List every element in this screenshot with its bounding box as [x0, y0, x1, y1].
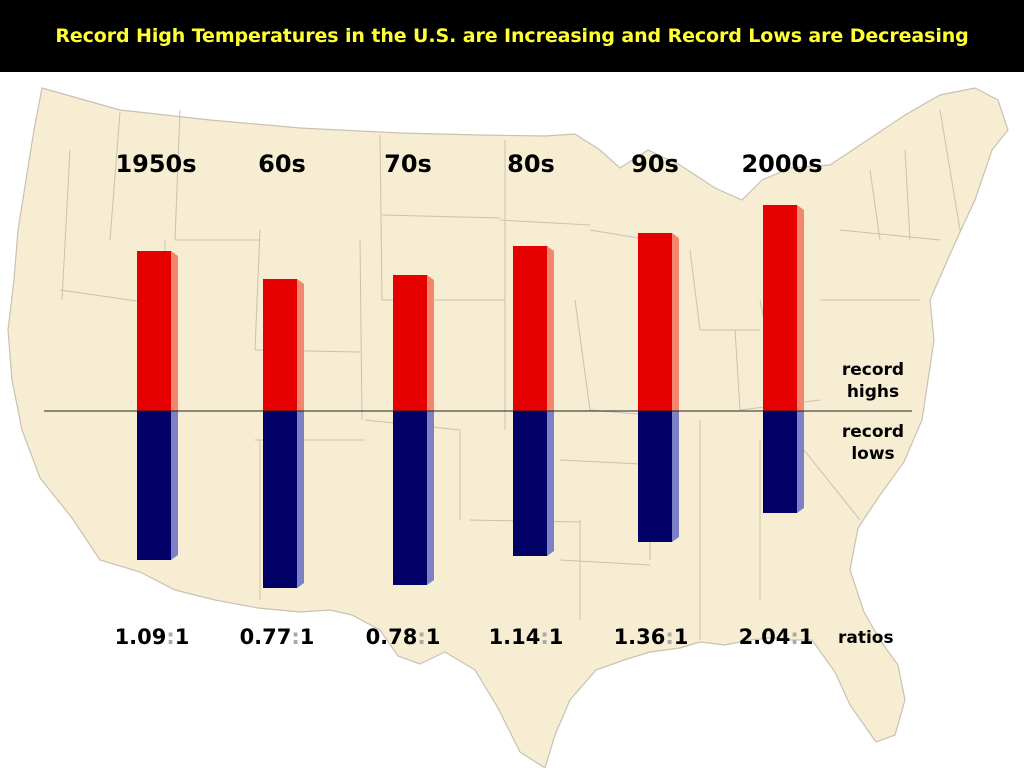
decade-label: 70s [384, 150, 432, 178]
ratio-label: 1.14:1 [489, 625, 564, 649]
highs-label-line1: record [842, 360, 904, 380]
record-low-bar-front [393, 411, 427, 585]
decade-label: 1950s [115, 150, 196, 178]
record-high-bar-front [513, 246, 547, 411]
state-border [904, 149, 911, 241]
record-high-bar-front [638, 233, 672, 411]
record-low-bar [393, 411, 434, 585]
decade-labels: 1950s 60s 70s 80s 90s 2000s [115, 150, 822, 178]
record-low-bar-front [263, 411, 297, 588]
state-border [359, 239, 363, 421]
state-border [689, 249, 701, 331]
state-border [939, 109, 961, 231]
record-low-bar-side [427, 411, 434, 585]
record-low-bar [513, 411, 554, 556]
record-high-bar-side [427, 275, 434, 411]
record-high-bar [638, 233, 679, 411]
record-high-bar [263, 279, 304, 411]
record-low-bar [263, 411, 304, 588]
record-high-bar [393, 275, 434, 411]
record-high-bar [763, 205, 804, 411]
us-map-outline [7, 87, 1009, 768]
state-border [734, 329, 741, 411]
ratios-label: ratios [838, 628, 894, 648]
bars [137, 205, 804, 588]
record-high-bar-side [797, 205, 804, 411]
decade-label: 90s [631, 150, 679, 178]
record-high-bar-side [297, 279, 304, 411]
record-high-bar-front [137, 251, 171, 411]
record-high-bar-side [171, 251, 178, 411]
record-low-bar-side [547, 411, 554, 556]
record-low-bar-front [513, 411, 547, 556]
record-low-bar [638, 411, 679, 542]
record-low-bar-side [171, 411, 178, 560]
state-border [109, 111, 121, 241]
state-border [174, 109, 181, 241]
record-low-bar [763, 411, 804, 513]
state-border [381, 214, 501, 219]
highs-label-line2: highs [847, 382, 899, 402]
state-border [574, 299, 591, 411]
decade-label: 60s [258, 150, 306, 178]
record-high-bar [137, 251, 178, 411]
record-high-bar [513, 246, 554, 411]
title-bar: Record High Temperatures in the U.S. are… [0, 0, 1024, 72]
slide-title: Record High Temperatures in the U.S. are… [55, 25, 969, 47]
record-low-bar-side [797, 411, 804, 513]
chart: 1950s 60s 70s 80s 90s 2000s 1.09:1 0.77:1 0.78:… [7, 87, 1009, 768]
state-border [869, 169, 881, 241]
record-high-bar-front [763, 205, 797, 411]
lows-label-line1: record [842, 422, 904, 442]
ratio-label: 2.04:1 [739, 625, 814, 649]
ratio-label: 1.09:1 [115, 625, 190, 649]
state-border [559, 559, 651, 566]
decade-label: 80s [507, 150, 555, 178]
state-border [61, 149, 71, 301]
record-low-bar-side [672, 411, 679, 542]
state-border [254, 229, 261, 351]
ratio-label: 0.78:1 [366, 625, 441, 649]
record-high-bar-side [672, 233, 679, 411]
record-high-bar-front [263, 279, 297, 411]
state-border [379, 134, 383, 301]
legend: record highs record lows ratios [838, 360, 904, 648]
record-low-bar-front [137, 411, 171, 560]
us-map-background [7, 87, 1009, 768]
record-high-bar-side [547, 246, 554, 411]
record-low-bar-front [763, 411, 797, 513]
ratio-labels: 1.09:1 0.77:1 0.78:1 1.14:1 1.36:1 2.04:1 [115, 625, 814, 649]
decade-label: 2000s [741, 150, 822, 178]
record-low-bar-side [297, 411, 304, 588]
state-border [839, 229, 941, 241]
lows-label-line2: lows [851, 444, 894, 464]
state-border [499, 219, 591, 226]
record-low-bar [137, 411, 178, 560]
ratio-label: 0.77:1 [240, 625, 315, 649]
record-low-bar-front [638, 411, 672, 542]
ratio-label: 1.36:1 [614, 625, 689, 649]
record-high-bar-front [393, 275, 427, 411]
